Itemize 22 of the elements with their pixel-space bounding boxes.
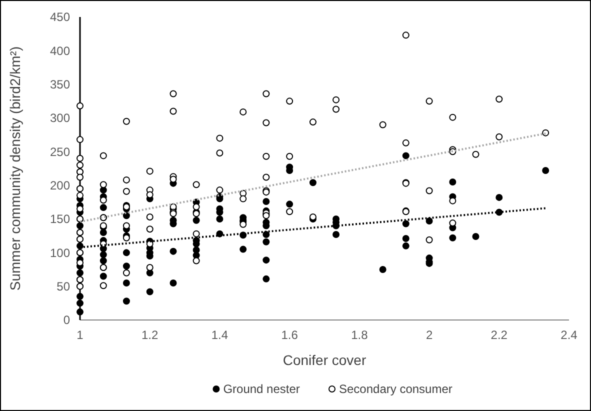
x-tick-label: 2: [426, 328, 433, 342]
x-tick-label: 2.2: [490, 328, 508, 342]
y-tick-label: 150: [50, 212, 70, 226]
x-tick-label: 2.4: [560, 328, 578, 342]
x-tick-label: 1.2: [142, 328, 159, 342]
x-tick-label: 1.4: [211, 328, 228, 342]
y-axis-title: Summer community density (bird2/km²): [7, 46, 23, 291]
y-tick-label: 50: [56, 280, 70, 294]
y-tick-label: 200: [50, 178, 70, 193]
x-tick-label: 1: [76, 328, 84, 342]
y-tick-label: 0: [63, 313, 70, 328]
y-tick-label: 300: [50, 111, 70, 126]
y-tick-label: 350: [50, 78, 70, 92]
x-axis-title: Conifer cover: [282, 352, 366, 368]
x-tick-label: 1.8: [351, 328, 368, 342]
y-tick-label: 400: [50, 44, 70, 58]
legend-label: Secondary consumer: [339, 382, 452, 396]
y-tick-label: 250: [50, 144, 70, 159]
y-tick-label: 450: [50, 10, 70, 24]
y-tick-label: 100: [50, 246, 70, 260]
x-tick-label: 1.6: [281, 328, 298, 342]
legend-label: Ground nester: [223, 382, 300, 396]
